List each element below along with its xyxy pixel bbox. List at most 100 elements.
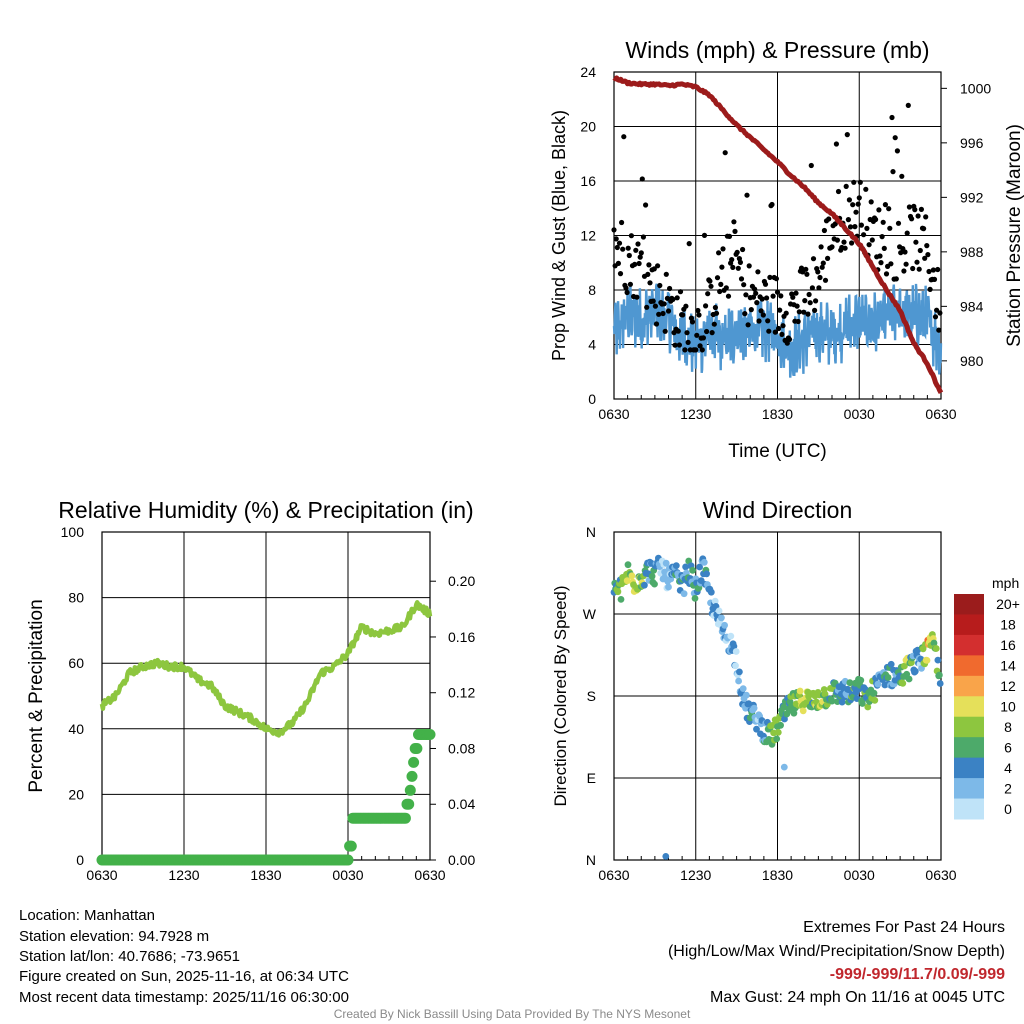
direction-point bbox=[923, 657, 931, 664]
gust-point bbox=[895, 220, 902, 226]
gust-point bbox=[935, 266, 941, 273]
gust-point bbox=[709, 330, 715, 336]
gust-point bbox=[647, 280, 653, 286]
gust-point bbox=[786, 336, 793, 342]
direction-point bbox=[932, 645, 940, 652]
gust-point bbox=[903, 261, 909, 267]
gust-point bbox=[689, 319, 696, 325]
gust-point bbox=[752, 286, 758, 292]
prop-wind-line bbox=[612, 283, 943, 378]
gust-point bbox=[912, 207, 918, 213]
direction-point bbox=[736, 668, 743, 676]
wind-chart-y-tick-label: 16 bbox=[580, 173, 596, 189]
gust-point bbox=[774, 289, 781, 295]
gust-point bbox=[770, 293, 776, 299]
gust-point bbox=[894, 148, 901, 154]
gust-point bbox=[813, 298, 819, 304]
direction-point bbox=[718, 614, 725, 622]
gust-point bbox=[883, 271, 890, 277]
credit-line: Created By Nick Bassill Using Data Provi… bbox=[333, 1007, 691, 1021]
rh-chart-right-tick-label: 0.12 bbox=[448, 685, 475, 701]
gust-point bbox=[866, 242, 872, 248]
rh-chart-title: Relative Humidity (%) & Precipitation (i… bbox=[58, 497, 473, 523]
gust-point bbox=[809, 285, 816, 291]
gust-point bbox=[845, 217, 852, 223]
colorbar-label: 20+ bbox=[996, 596, 1020, 612]
direction-point bbox=[680, 590, 688, 598]
colorbar-label: 8 bbox=[1004, 719, 1012, 735]
gust-point bbox=[682, 347, 688, 353]
colorbar-swatch bbox=[954, 594, 984, 615]
gust-point bbox=[621, 134, 627, 140]
gust-point bbox=[887, 225, 893, 231]
gust-point bbox=[634, 294, 640, 300]
wind-chart-x-tick-label: 1830 bbox=[762, 406, 793, 422]
direction-point bbox=[700, 558, 708, 566]
gust-point bbox=[861, 232, 867, 238]
direction-point bbox=[901, 662, 908, 670]
wind-chart-x-tick-label: 0630 bbox=[598, 406, 629, 422]
direction-point bbox=[799, 707, 807, 715]
gust-point bbox=[805, 311, 811, 317]
gust-point bbox=[937, 310, 943, 316]
gust-point bbox=[651, 266, 657, 272]
gust-point bbox=[925, 252, 931, 258]
gust-point bbox=[829, 244, 835, 250]
wind-chart-right-tick-label: 992 bbox=[960, 189, 984, 205]
gust-point bbox=[745, 322, 751, 328]
gust-point bbox=[732, 228, 738, 234]
gust-point bbox=[661, 301, 667, 307]
colorbar-swatch bbox=[954, 798, 984, 820]
direction-point bbox=[628, 572, 636, 580]
direction-point bbox=[730, 642, 738, 650]
gust-point bbox=[864, 225, 870, 231]
gust-point bbox=[759, 296, 765, 302]
gust-point bbox=[760, 312, 766, 318]
gust-point bbox=[740, 246, 746, 253]
gust-point bbox=[753, 290, 759, 296]
direction-point bbox=[838, 698, 846, 706]
colorbar-title: mph bbox=[992, 575, 1019, 591]
colorbar-label: 10 bbox=[1000, 699, 1016, 715]
gust-point bbox=[898, 250, 904, 256]
gust-point bbox=[638, 250, 644, 256]
gust-point bbox=[936, 327, 942, 333]
gust-point bbox=[677, 289, 684, 295]
gust-point bbox=[807, 300, 813, 306]
direction-point bbox=[735, 677, 742, 685]
gust-point bbox=[820, 260, 826, 266]
direction-point bbox=[796, 687, 804, 695]
colorbar-label: 14 bbox=[1000, 658, 1016, 674]
dir-chart-y-tick-label: N bbox=[586, 524, 596, 540]
gust-point bbox=[769, 201, 775, 208]
gust-point bbox=[801, 309, 807, 315]
direction-point bbox=[750, 704, 758, 712]
dir-chart-title: Wind Direction bbox=[703, 497, 853, 523]
direction-point bbox=[617, 596, 625, 603]
colorbar-swatch bbox=[954, 675, 984, 697]
gust-point bbox=[931, 276, 938, 282]
direction-point bbox=[753, 725, 760, 733]
direction-point bbox=[790, 709, 798, 717]
wind-chart-y-tick-label: 0 bbox=[588, 391, 596, 407]
gust-point bbox=[783, 310, 789, 316]
gust-point bbox=[738, 276, 745, 282]
dir-chart-x-tick-label: 0030 bbox=[844, 867, 875, 883]
gust-point bbox=[806, 291, 812, 298]
direction-point bbox=[682, 563, 689, 571]
gust-point bbox=[726, 233, 733, 239]
gust-point bbox=[857, 179, 863, 185]
gust-point bbox=[696, 312, 702, 318]
gust-point bbox=[746, 263, 752, 269]
gust-point bbox=[667, 285, 673, 292]
gust-point bbox=[697, 343, 703, 349]
gust-point bbox=[796, 309, 802, 315]
gust-point bbox=[923, 214, 929, 220]
rh-chart-right-tick-label: 0.00 bbox=[448, 852, 475, 868]
colorbar-label: 18 bbox=[1000, 617, 1016, 633]
gust-point bbox=[695, 307, 701, 314]
dir-chart-x-tick-label: 0630 bbox=[598, 867, 629, 883]
gust-point bbox=[650, 298, 656, 304]
direction-point bbox=[899, 680, 907, 687]
